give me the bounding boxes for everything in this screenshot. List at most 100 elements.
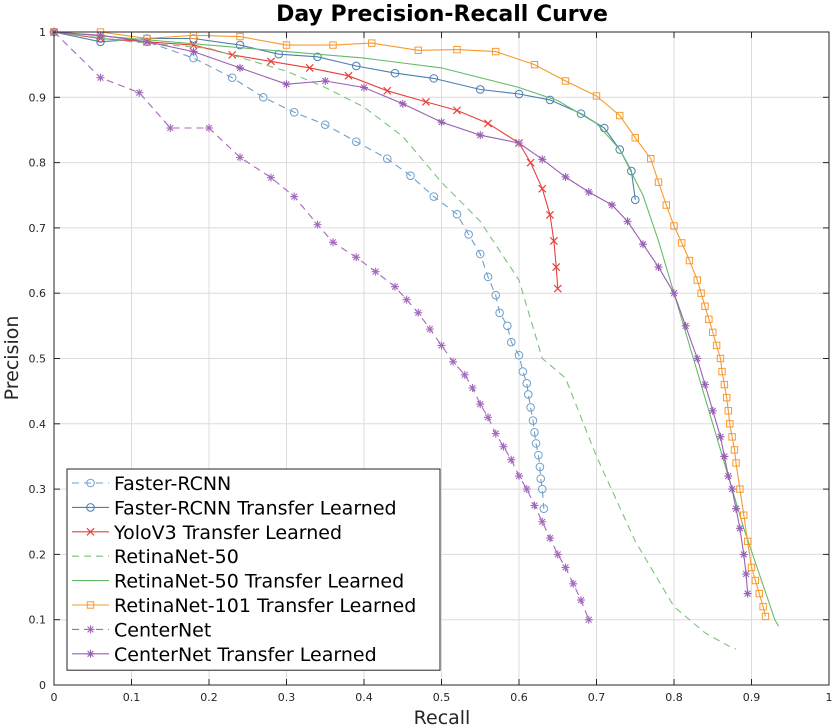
data-point bbox=[236, 32, 244, 41]
x-tick-label: 0.2 bbox=[200, 691, 218, 704]
y-tick-label: 0.3 bbox=[29, 483, 47, 496]
data-point bbox=[475, 249, 485, 259]
data-point bbox=[429, 74, 439, 83]
data-point bbox=[561, 77, 570, 85]
data-point bbox=[321, 76, 330, 85]
legend-entry: RetinaNet-50 Transfer Learned bbox=[72, 571, 404, 593]
legend-entry: CenterNet Transfer Learned bbox=[72, 644, 377, 666]
data-point bbox=[235, 40, 245, 50]
plot-frame bbox=[53, 31, 830, 686]
data-point bbox=[546, 534, 554, 543]
data-point bbox=[577, 596, 585, 605]
legend-marker bbox=[86, 478, 95, 488]
data-point bbox=[561, 563, 570, 572]
data-point bbox=[743, 589, 752, 598]
legend-entry: Faster-RCNN bbox=[72, 473, 231, 495]
legend-marker bbox=[86, 649, 95, 658]
data-point bbox=[693, 276, 701, 284]
legend-marker bbox=[86, 625, 95, 634]
data-point bbox=[464, 230, 473, 239]
data-point bbox=[730, 446, 739, 454]
data-point bbox=[627, 166, 636, 176]
data-point bbox=[549, 236, 558, 245]
data-point bbox=[697, 289, 705, 297]
data-point bbox=[615, 145, 625, 154]
data-point bbox=[647, 154, 655, 163]
data-point bbox=[453, 45, 461, 54]
data-point bbox=[329, 238, 337, 247]
data-point bbox=[539, 504, 549, 513]
series-centernet bbox=[50, 28, 593, 624]
legend-label: Faster-RCNN Transfer Learned bbox=[114, 497, 397, 519]
data-point bbox=[712, 341, 721, 350]
series-yolov3-transfer-learned bbox=[49, 27, 562, 293]
data-point bbox=[569, 579, 578, 588]
data-point bbox=[759, 602, 767, 611]
data-point bbox=[654, 178, 663, 186]
data-point bbox=[720, 380, 729, 389]
legend-label: RetinaNet-50 bbox=[114, 546, 239, 568]
data-point bbox=[732, 459, 740, 467]
data-point bbox=[189, 41, 198, 50]
data-point bbox=[267, 173, 275, 182]
data-point bbox=[740, 511, 748, 519]
data-point bbox=[705, 315, 713, 324]
data-point bbox=[476, 131, 485, 140]
data-point bbox=[135, 88, 144, 97]
data-point bbox=[391, 282, 399, 291]
data-point bbox=[383, 86, 392, 95]
data-point bbox=[545, 95, 555, 105]
data-point bbox=[530, 427, 539, 437]
data-point bbox=[468, 383, 477, 392]
data-point bbox=[305, 63, 314, 72]
data-point bbox=[685, 256, 694, 265]
data-point bbox=[491, 429, 500, 438]
legend-entry: RetinaNet-50 bbox=[72, 546, 239, 568]
data-point bbox=[475, 85, 485, 94]
x-tick-label: 0.1 bbox=[123, 691, 141, 704]
x-tick-label: 0.9 bbox=[743, 691, 761, 704]
chart-title: Day Precision-Recall Curve bbox=[276, 2, 608, 27]
data-point bbox=[313, 220, 322, 229]
x-tick-label: 0.3 bbox=[278, 691, 296, 704]
data-point bbox=[693, 354, 702, 363]
x-tick-label: 0.5 bbox=[433, 691, 451, 704]
data-point bbox=[530, 60, 539, 69]
data-point bbox=[535, 462, 545, 472]
data-point bbox=[716, 432, 725, 441]
series-faster-rcnn-transfer-learned bbox=[49, 27, 640, 205]
data-point bbox=[724, 407, 732, 415]
series-line-retinanet-101-transfer-learned bbox=[54, 31, 767, 617]
data-point bbox=[522, 379, 532, 388]
data-point bbox=[678, 239, 686, 247]
data-point bbox=[681, 321, 690, 330]
data-point bbox=[282, 41, 291, 49]
y-tick-label: 1 bbox=[39, 26, 46, 39]
data-point bbox=[630, 195, 640, 205]
data-point bbox=[499, 442, 508, 451]
x-tick-label: 0.8 bbox=[665, 691, 683, 704]
y-tick-label: 0.4 bbox=[29, 418, 47, 431]
data-point bbox=[382, 154, 392, 163]
data-point bbox=[670, 222, 678, 230]
data-point bbox=[538, 517, 547, 526]
data-point bbox=[742, 569, 751, 578]
y-tick-label: 0.9 bbox=[29, 91, 47, 104]
data-point bbox=[518, 367, 528, 376]
data-point bbox=[701, 302, 709, 310]
data-point bbox=[584, 615, 593, 624]
data-point bbox=[460, 370, 469, 379]
data-point bbox=[724, 472, 733, 481]
data-point bbox=[761, 612, 770, 621]
series-centernet-transfer-learned bbox=[50, 28, 752, 598]
data-point bbox=[536, 474, 546, 483]
data-point bbox=[561, 172, 570, 181]
data-point bbox=[258, 93, 268, 102]
data-point bbox=[526, 403, 535, 412]
legend-label: Faster-RCNN bbox=[114, 473, 231, 495]
y-tick-label: 0.1 bbox=[29, 614, 47, 627]
series-retinanet-50 bbox=[53, 31, 737, 650]
data-point bbox=[236, 153, 244, 162]
data-point bbox=[708, 406, 717, 415]
legend-label: RetinaNet-50 Transfer Learned bbox=[114, 571, 404, 593]
